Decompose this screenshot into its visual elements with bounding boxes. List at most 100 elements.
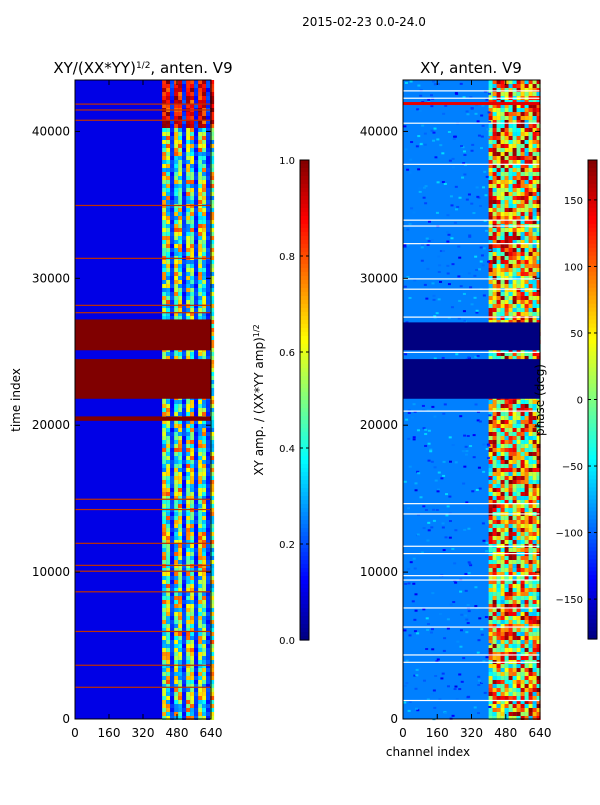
- heatmap-cell: [186, 560, 190, 564]
- heatmap-cell: [505, 124, 509, 128]
- heatmap-cell: [178, 432, 182, 436]
- heatmap-cell: [202, 412, 206, 416]
- heatmap-cell: [529, 116, 533, 120]
- heatmap-cell: [198, 260, 202, 264]
- heatmap-cell: [497, 648, 501, 652]
- heatmap-cell: [198, 284, 202, 288]
- heatmap-cell: [493, 508, 497, 512]
- heatmap-cell: [198, 492, 202, 496]
- heatmap-cell: [529, 452, 533, 456]
- heatmap-cell: [517, 688, 521, 692]
- heatmap-cell: [493, 436, 497, 440]
- heatmap-cell: [166, 92, 170, 96]
- heatmap-cell: [505, 584, 509, 588]
- heatmap-cell: [463, 154, 466, 156]
- colorbar-tick-label: 1.0: [279, 156, 295, 167]
- heatmap-cell: [489, 172, 493, 176]
- heatmap-cell: [489, 228, 493, 232]
- heatmap-cell: [186, 100, 190, 104]
- heatmap-cell: [489, 464, 493, 468]
- heatmap-cell: [509, 480, 513, 484]
- heatmap-cell: [460, 273, 463, 275]
- heatmap-cell: [190, 676, 194, 680]
- heatmap-cell: [509, 668, 513, 672]
- heatmap-cell: [162, 100, 166, 104]
- heatmap-cell: [529, 192, 533, 196]
- heatmap-cell: [493, 168, 497, 172]
- flag-row: [403, 164, 540, 165]
- heatmap-cell: [407, 568, 410, 570]
- heatmap-cell: [471, 303, 474, 305]
- heatmap-cell: [525, 84, 529, 88]
- heatmap-cell: [432, 140, 435, 142]
- heatmap-cell: [497, 172, 501, 176]
- heatmap-cell: [198, 596, 202, 600]
- heatmap-cell: [194, 556, 198, 560]
- heatmap-cell: [501, 92, 505, 96]
- heatmap-cell: [202, 244, 206, 248]
- heatmap-cell: [194, 480, 198, 484]
- heatmap-cell: [497, 128, 501, 132]
- heatmap-cell: [521, 144, 525, 148]
- heatmap-cell: [170, 280, 174, 284]
- colorbar-segment: [300, 304, 309, 309]
- colorbar-segment: [300, 236, 309, 241]
- heatmap-cell: [533, 612, 537, 616]
- heatmap-cell: [449, 520, 452, 522]
- heatmap-cell: [186, 132, 190, 136]
- heatmap-cell: [182, 408, 186, 412]
- heatmap-cell: [198, 660, 202, 664]
- heatmap-cell: [162, 480, 166, 484]
- heatmap-cell: [190, 180, 194, 184]
- heatmap-cell: [182, 152, 186, 156]
- heatmap-cell: [501, 668, 505, 672]
- heatmap-cell: [517, 444, 521, 448]
- heatmap-cell: [529, 664, 533, 668]
- heatmap-cell: [194, 172, 198, 176]
- heatmap-cell: [517, 232, 521, 236]
- heatmap-cell: [182, 272, 186, 276]
- heatmap-cell: [206, 244, 210, 248]
- heatmap-cell: [517, 656, 521, 660]
- heatmap-cell: [198, 144, 202, 148]
- heatmap-cell: [501, 420, 505, 424]
- colorbar-tick-label: 0.0: [279, 636, 295, 647]
- heatmap-cell: [533, 156, 537, 160]
- heatmap-cell: [186, 160, 190, 164]
- heatmap-cell: [202, 532, 206, 536]
- heatmap-cell: [412, 600, 415, 602]
- heatmap-cell: [525, 256, 529, 260]
- heatmap-cell: [517, 536, 521, 540]
- y-tick-label: 40000: [32, 124, 70, 138]
- heatmap-cell: [493, 548, 497, 552]
- heatmap-cell: [509, 228, 513, 232]
- heatmap-cell: [529, 156, 533, 160]
- heatmap-cell: [206, 700, 210, 704]
- heatmap-cell: [412, 583, 415, 585]
- heatmap-cell: [423, 527, 426, 529]
- heatmap-cell: [533, 452, 537, 456]
- heatmap-cell: [489, 284, 493, 288]
- heatmap-cell: [190, 448, 194, 452]
- heatmap-cell: [501, 300, 505, 304]
- heatmap-cell: [529, 480, 533, 484]
- heatmap-cell: [190, 116, 194, 120]
- heatmap-cell: [513, 172, 517, 176]
- heatmap-cell: [493, 148, 497, 152]
- colorbar-segment: [588, 332, 597, 337]
- heatmap-cell: [186, 704, 190, 708]
- heatmap-cell: [202, 440, 206, 444]
- heatmap-cell: [529, 692, 533, 696]
- flagged-band: [403, 322, 540, 350]
- heatmap-cell: [174, 676, 178, 680]
- colorbar-segment: [300, 624, 309, 629]
- heatmap-cell: [513, 504, 517, 508]
- heatmap-cell: [190, 196, 194, 200]
- heatmap-cell: [190, 404, 194, 408]
- heatmap-cell: [206, 188, 210, 192]
- heatmap-cell: [493, 488, 497, 492]
- heatmap-cell: [190, 304, 194, 308]
- heatmap-cell: [190, 488, 194, 492]
- heatmap-cell: [505, 260, 509, 264]
- heatmap-cell: [434, 416, 437, 418]
